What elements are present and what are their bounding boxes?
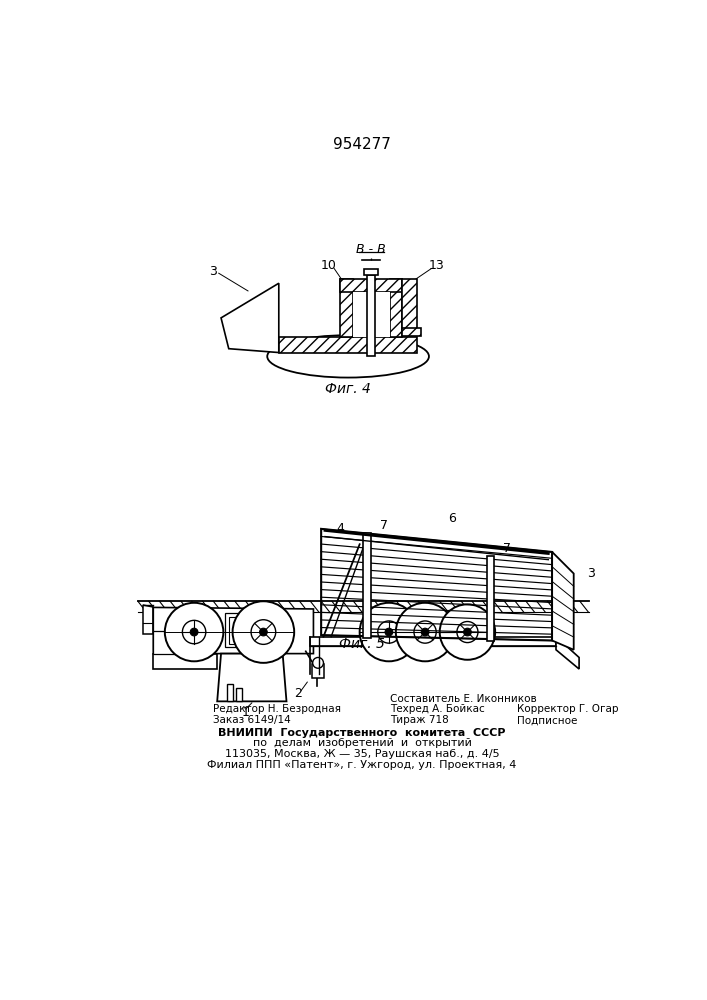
Circle shape	[421, 628, 429, 636]
Text: Фиг. 5: Фиг. 5	[339, 637, 385, 651]
Polygon shape	[153, 654, 217, 669]
Bar	[340, 279, 402, 292]
Ellipse shape	[267, 335, 429, 378]
Text: Филиал ППП «Патент», г. Ужгород, ул. Проектная, 4: Филиал ППП «Патент», г. Ужгород, ул. Про…	[207, 760, 517, 770]
Text: Корректор Г. Огар: Корректор Г. Огар	[518, 704, 619, 714]
Bar	[363, 533, 371, 638]
Text: 10: 10	[321, 259, 337, 272]
Text: Фиг. 4: Фиг. 4	[325, 382, 371, 396]
Text: В - В: В - В	[356, 243, 386, 256]
Bar	[353, 292, 390, 337]
Text: 113035, Москва, Ж — 35, Раушская наб., д. 4/5: 113035, Москва, Ж — 35, Раушская наб., д…	[225, 749, 499, 759]
Bar	[227, 684, 233, 701]
Text: 6: 6	[448, 512, 456, 525]
Bar	[340, 279, 353, 337]
Bar	[390, 279, 402, 337]
Polygon shape	[221, 283, 279, 353]
Polygon shape	[217, 654, 286, 701]
Circle shape	[190, 628, 198, 636]
Text: Заказ 6149/14: Заказ 6149/14	[214, 715, 291, 725]
Text: 1: 1	[242, 706, 250, 719]
Circle shape	[165, 603, 223, 661]
Polygon shape	[153, 607, 313, 654]
Bar	[236, 688, 242, 701]
Text: 13: 13	[428, 259, 445, 272]
Circle shape	[378, 621, 400, 643]
Polygon shape	[552, 552, 573, 650]
Circle shape	[385, 628, 393, 636]
Polygon shape	[310, 637, 556, 646]
Text: Подписное: Подписное	[518, 715, 578, 725]
Text: 3: 3	[587, 567, 595, 580]
Bar	[153, 631, 196, 654]
Bar	[312, 664, 325, 678]
Bar	[402, 279, 417, 329]
Text: 4: 4	[337, 522, 344, 535]
Circle shape	[233, 601, 294, 663]
Bar	[364, 269, 378, 275]
Circle shape	[259, 628, 267, 636]
Text: по  делам  изобретений  и  открытий: по делам изобретений и открытий	[252, 738, 472, 748]
Circle shape	[440, 604, 495, 660]
Text: Составитель Е. Иконников: Составитель Е. Иконников	[390, 694, 537, 704]
Text: 7: 7	[380, 519, 388, 532]
Bar	[279, 337, 417, 353]
Circle shape	[251, 620, 276, 644]
Text: Тираж 718: Тираж 718	[390, 715, 449, 725]
Bar	[486, 556, 494, 641]
Bar	[368, 275, 375, 356]
Text: ВНИИПИ  Государственного  комитета  СССР: ВНИИПИ Государственного комитета СССР	[218, 728, 506, 738]
Circle shape	[464, 628, 472, 636]
Polygon shape	[556, 637, 579, 669]
Text: 2: 2	[294, 687, 302, 700]
Circle shape	[312, 657, 324, 668]
Circle shape	[396, 603, 455, 661]
Bar	[402, 328, 421, 336]
Bar	[225, 613, 275, 647]
Circle shape	[457, 622, 478, 643]
Circle shape	[182, 620, 206, 644]
Bar	[229, 617, 271, 644]
Polygon shape	[143, 605, 153, 634]
Text: 7: 7	[503, 542, 511, 555]
Circle shape	[414, 621, 436, 643]
Text: 954277: 954277	[333, 137, 391, 152]
Text: 3: 3	[209, 265, 217, 278]
Text: Редактор Н. Безродная: Редактор Н. Безродная	[214, 704, 341, 714]
Circle shape	[360, 603, 418, 661]
Text: Техред А. Бойкас: Техред А. Бойкас	[390, 704, 485, 714]
